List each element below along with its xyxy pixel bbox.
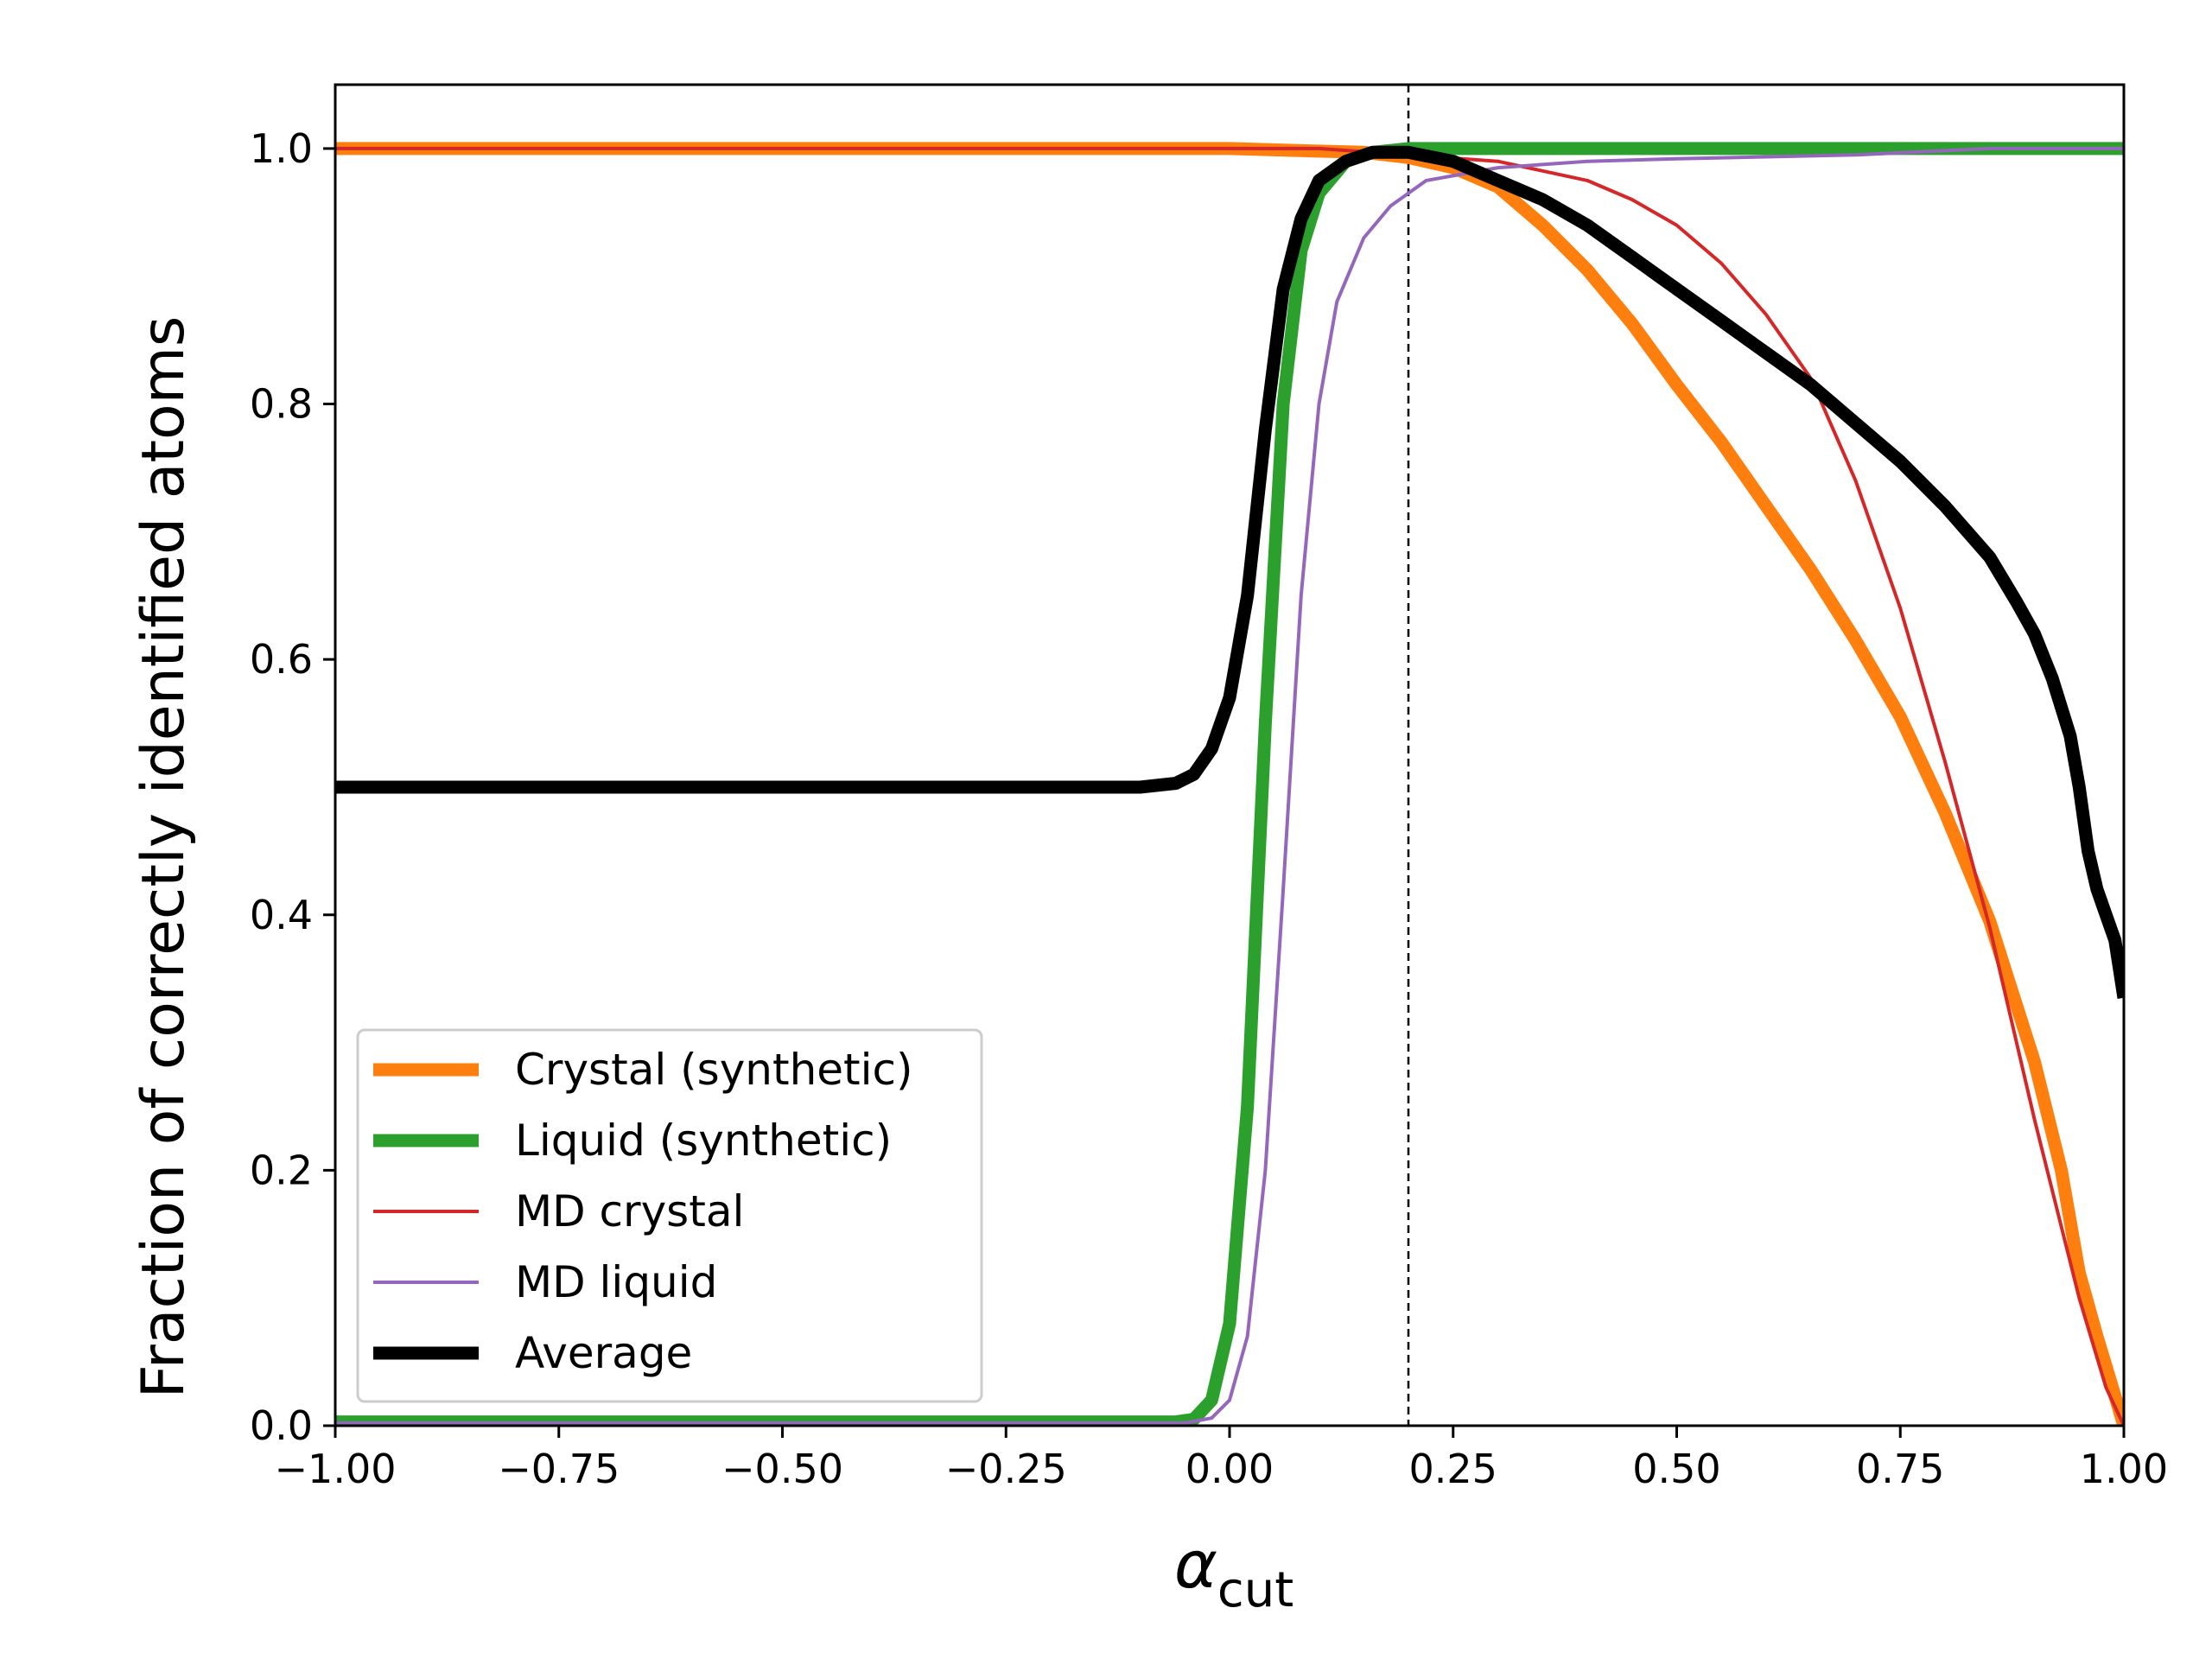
- plot-area: [335, 85, 2124, 1426]
- legend-label: Liquid (synthetic): [515, 1116, 892, 1166]
- x-tick-label: −0.75: [498, 1446, 620, 1492]
- x-tick-label: 0.50: [1632, 1446, 1720, 1492]
- legend-box: [356, 1028, 983, 1403]
- legend-label: Average: [515, 1328, 692, 1378]
- series-line-4: [335, 145, 2124, 999]
- x-axis-label-main: α: [1174, 1526, 1217, 1603]
- y-axis-label: Fraction of correctly identified atoms: [130, 316, 198, 1399]
- y-tick-label: 0.4: [250, 892, 313, 938]
- x-tick-label: −1.00: [275, 1446, 397, 1492]
- x-tick-label: 1.00: [2080, 1446, 2168, 1492]
- y-tick-label: 0.6: [250, 636, 313, 683]
- x-tick-label: −0.50: [721, 1446, 843, 1492]
- x-tick-label: 0.25: [1409, 1446, 1497, 1492]
- legend: Crystal (synthetic) Liquid (synthetic) MD …: [356, 1028, 983, 1403]
- x-tick-label: −0.25: [945, 1446, 1067, 1492]
- series-line-2: [335, 146, 2124, 1426]
- y-tick-label: 0.8: [250, 381, 313, 428]
- y-tick-label: 1.0: [250, 125, 313, 172]
- series-line-3: [335, 146, 2124, 1425]
- legend-label: Crystal (synthetic): [515, 1045, 913, 1095]
- x-axis-label: αcut: [1174, 1526, 1294, 1618]
- x-tick-label: 0.75: [1856, 1446, 1944, 1492]
- y-tick-label: 0.0: [250, 1402, 313, 1449]
- axes: −1.00 −0.75 −0.50 −0.25 0.00 0.25 0.50 0.75 1.00…: [250, 83, 2168, 1492]
- legend-label: MD liquid: [515, 1257, 717, 1307]
- legend-label: MD crystal: [515, 1186, 744, 1236]
- y-tick-label: 0.2: [250, 1147, 313, 1193]
- x-axis-label-sub: cut: [1217, 1562, 1294, 1618]
- x-tick-label: 0.00: [1185, 1446, 1274, 1492]
